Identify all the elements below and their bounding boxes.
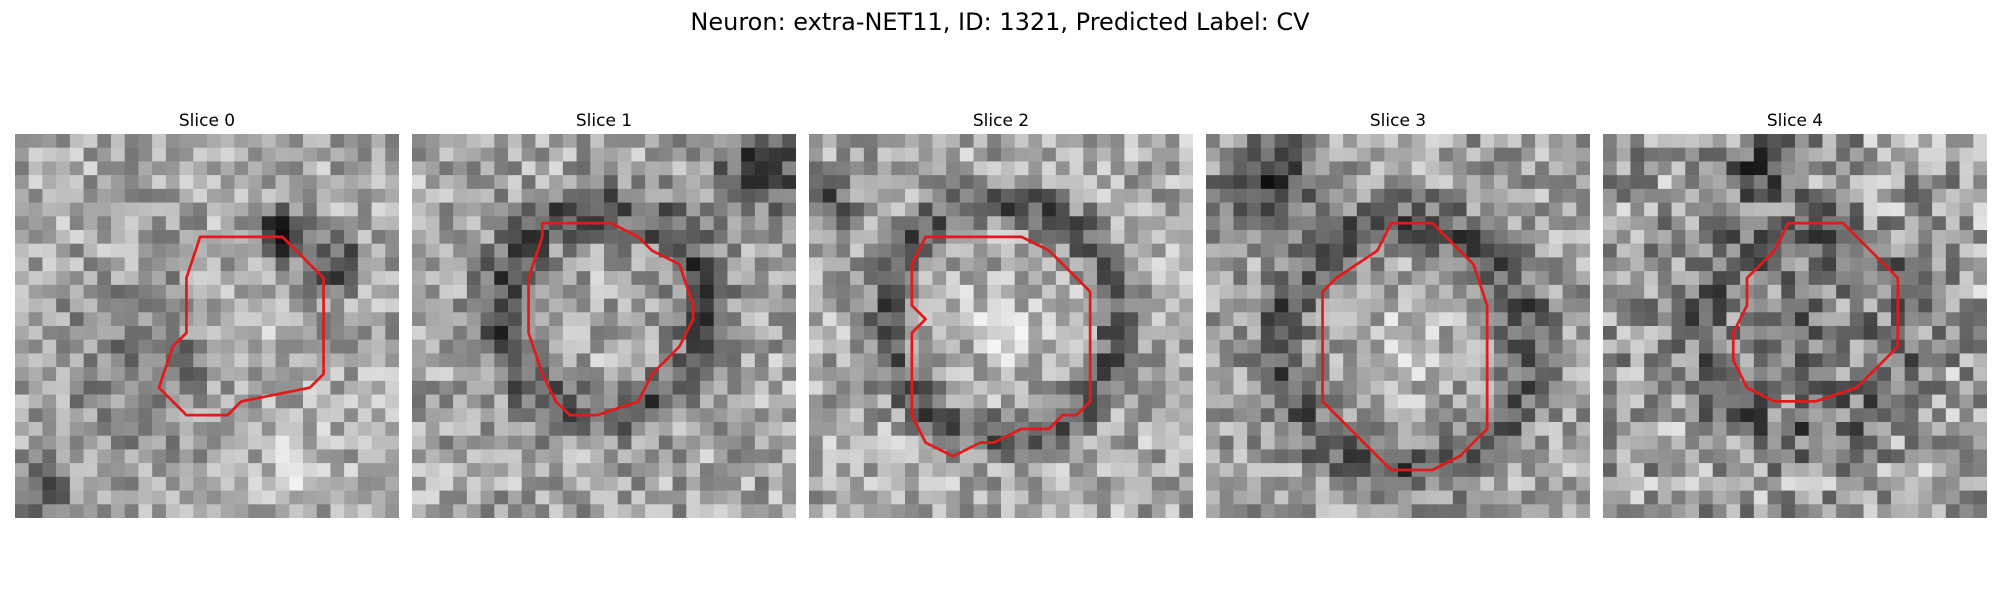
slice-title: Slice 4 [1766, 111, 1824, 131]
cell-contour [527, 221, 695, 417]
slice-image [15, 134, 399, 518]
cell-contour [910, 235, 1092, 458]
slice-panel-0: Slice 0 [15, 108, 399, 518]
slice-title: Slice 0 [178, 111, 236, 131]
slice-panel-4: Slice 4 [1603, 108, 1987, 518]
slice-panel-1: Slice 1 [412, 108, 796, 518]
slice-title: Slice 3 [1369, 111, 1427, 131]
slice-image [1603, 134, 1987, 518]
slice-panel-2: Slice 2 [809, 108, 1193, 518]
slice-title: Slice 1 [575, 111, 633, 131]
slice-image [412, 134, 796, 518]
cell-contour [1321, 221, 1489, 472]
slice-panel-3: Slice 3 [1206, 108, 1590, 518]
slice-image [1206, 134, 1590, 518]
cell-contour [1731, 221, 1900, 403]
cell-contour [157, 235, 325, 417]
slice-image [809, 134, 1193, 518]
slice-title: Slice 2 [972, 111, 1030, 131]
figure-title: Neuron: extra-NET11, ID: 1321, Predicted… [690, 8, 1310, 36]
